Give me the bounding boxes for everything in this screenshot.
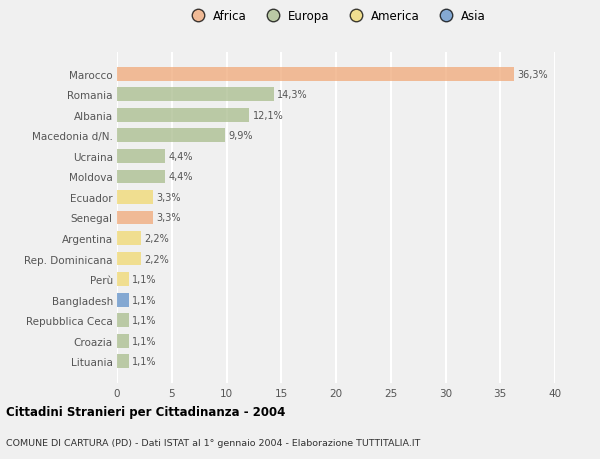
Text: 1,1%: 1,1%: [133, 315, 157, 325]
Text: 3,3%: 3,3%: [157, 213, 181, 223]
Bar: [117, 170, 165, 184]
Bar: [117, 293, 129, 307]
Bar: [117, 88, 274, 102]
Bar: [117, 150, 165, 163]
Text: 2,2%: 2,2%: [145, 234, 169, 243]
Bar: [117, 211, 153, 225]
Text: Cittadini Stranieri per Cittadinanza - 2004: Cittadini Stranieri per Cittadinanza - 2…: [6, 405, 286, 419]
Text: 9,9%: 9,9%: [229, 131, 253, 141]
Text: 4,4%: 4,4%: [169, 151, 193, 162]
Text: 1,1%: 1,1%: [133, 295, 157, 305]
Text: 4,4%: 4,4%: [169, 172, 193, 182]
Bar: [117, 354, 129, 368]
Bar: [117, 252, 141, 266]
Text: 2,2%: 2,2%: [145, 254, 169, 264]
Bar: [117, 273, 129, 286]
Text: 3,3%: 3,3%: [157, 193, 181, 202]
Bar: [117, 190, 153, 205]
Text: 1,1%: 1,1%: [133, 336, 157, 346]
Text: 1,1%: 1,1%: [133, 274, 157, 285]
Text: 36,3%: 36,3%: [518, 70, 548, 80]
Text: 12,1%: 12,1%: [253, 111, 284, 121]
Bar: [117, 129, 226, 143]
Bar: [117, 68, 514, 82]
Bar: [117, 313, 129, 327]
Bar: [117, 109, 250, 123]
Bar: [117, 231, 141, 246]
Bar: [117, 334, 129, 348]
Legend: Africa, Europa, America, Asia: Africa, Europa, America, Asia: [184, 7, 488, 25]
Text: 14,3%: 14,3%: [277, 90, 307, 100]
Text: 1,1%: 1,1%: [133, 356, 157, 366]
Text: COMUNE DI CARTURA (PD) - Dati ISTAT al 1° gennaio 2004 - Elaborazione TUTTITALIA: COMUNE DI CARTURA (PD) - Dati ISTAT al 1…: [6, 438, 421, 447]
